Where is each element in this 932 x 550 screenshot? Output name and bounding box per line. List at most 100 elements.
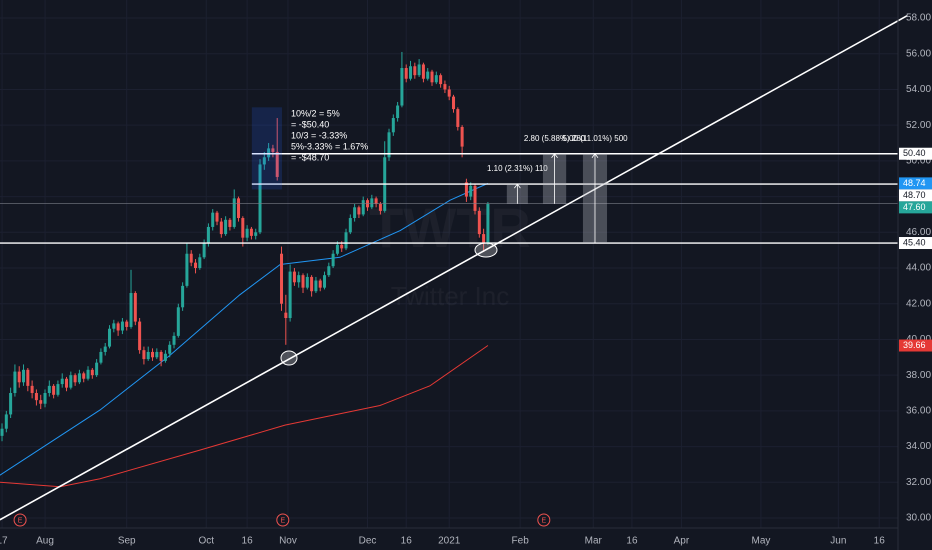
candle-body — [73, 375, 77, 383]
candle-body — [90, 369, 94, 376]
candle-body — [120, 321, 124, 331]
x-tick-label: May — [752, 536, 771, 547]
y-tick-label: 38.00 — [906, 370, 931, 381]
candle-body — [310, 276, 314, 292]
x-tick-label: 16 — [626, 536, 638, 547]
price-tag — [899, 237, 932, 250]
candle-body — [172, 335, 176, 345]
candle-body — [133, 293, 137, 322]
candle-body — [13, 371, 17, 394]
candle-body — [228, 219, 232, 227]
y-tick-label: 58.00 — [906, 13, 931, 24]
candle-body — [39, 400, 43, 404]
candle-body — [215, 212, 219, 222]
measure-label: 2.80 (5.88%) 280 — [524, 134, 586, 143]
y-tick-label: 32.00 — [906, 477, 931, 488]
x-tick-label: 16 — [401, 536, 413, 547]
trend-line — [0, 15, 908, 521]
price-tag-label: 39.66 — [903, 340, 926, 350]
candle-body — [374, 198, 378, 204]
candle-body — [477, 210, 481, 235]
price-tag-label: 48.74 — [903, 178, 926, 188]
note-line: 5%-3.33% = 1.67% — [291, 142, 368, 152]
candle-body — [129, 293, 133, 327]
price-tag-label: 48.70 — [903, 190, 926, 200]
event-label: E — [280, 517, 285, 524]
candle-body — [305, 276, 309, 288]
candle-body — [323, 275, 327, 288]
candle-body — [34, 393, 38, 401]
candle-body — [211, 212, 215, 227]
candle-body — [297, 275, 301, 283]
note-line: = -$50.40 — [291, 120, 329, 130]
measure-label: 1.10 (2.31%) 110 — [487, 164, 548, 173]
measure-arrow — [514, 183, 521, 204]
y-tick-label: 50.00 — [906, 156, 931, 167]
candle-body — [456, 109, 460, 127]
candle-body — [69, 375, 73, 388]
candle-body — [473, 185, 477, 211]
candle-body — [103, 346, 107, 352]
candle-body — [340, 244, 344, 249]
price-tag — [899, 339, 932, 352]
candle-body — [335, 244, 339, 254]
x-tick-label: 2021 — [438, 536, 461, 547]
event-marker — [276, 513, 290, 527]
candle-body — [280, 253, 284, 304]
candle-body — [82, 373, 86, 379]
note-line: = -$48.70 — [291, 153, 329, 163]
note-line: 10%/2 = 5% — [291, 109, 340, 119]
grid — [0, 0, 898, 528]
candle-body — [125, 321, 129, 327]
candle-body — [241, 218, 245, 238]
candle-body — [163, 353, 167, 361]
y-tick-label: 30.00 — [906, 513, 931, 524]
event-label: E — [541, 517, 546, 524]
measure-arrow — [551, 153, 558, 204]
candle-body — [452, 96, 456, 110]
y-tick-label: 52.00 — [906, 120, 931, 131]
candle-body — [288, 271, 292, 319]
candle-body — [95, 362, 99, 376]
x-tick-label: Feb — [512, 536, 530, 547]
candle-body — [417, 64, 421, 76]
candle-body — [439, 75, 443, 85]
x-tick-label: Jun — [830, 536, 846, 547]
candle-body — [430, 71, 434, 83]
candle-body — [262, 157, 266, 165]
candle-body — [185, 253, 189, 286]
candle-body — [4, 414, 8, 429]
event-marker — [537, 513, 551, 527]
candle-body — [194, 262, 198, 269]
candle-body — [245, 228, 249, 238]
x-tick-label: Apr — [674, 536, 690, 547]
candle-body — [318, 280, 322, 288]
candle-body — [116, 323, 120, 331]
candle-body — [409, 66, 413, 79]
candle-body — [421, 64, 425, 79]
candle-body — [168, 344, 172, 354]
candle-body — [142, 350, 146, 360]
price-tag-label: 50.40 — [903, 148, 926, 158]
watermark-symbol: TWTR — [369, 196, 531, 259]
price-tag — [899, 189, 932, 202]
candle-body — [77, 373, 81, 383]
candle-body — [43, 393, 47, 404]
y-tick-label: 36.00 — [906, 406, 931, 417]
candle-body — [108, 328, 112, 347]
candle-body — [155, 351, 159, 358]
highlight-ellipse — [280, 350, 298, 366]
x-tick-label: Dec — [359, 536, 377, 547]
candle-body — [99, 351, 103, 363]
axes: 30.0032.0034.0036.0038.0040.0042.0044.00… — [0, 13, 932, 547]
x-tick-label: 17 — [0, 536, 8, 547]
candle-body — [52, 385, 56, 395]
highlight-ellipse — [474, 242, 498, 258]
candle-body — [224, 219, 228, 235]
candle-body — [469, 185, 473, 197]
candle-body — [447, 89, 451, 97]
candle-body — [387, 132, 391, 158]
candle-body — [331, 253, 335, 267]
